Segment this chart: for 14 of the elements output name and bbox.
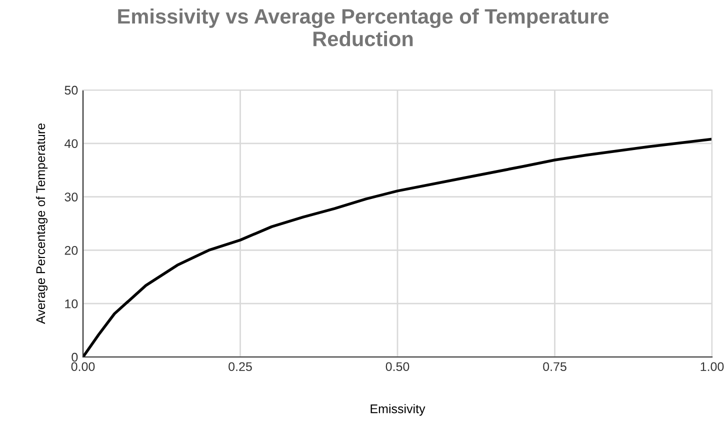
chart-title: Emissivity vs Average Percentage of Temperature Reduction <box>118 8 609 46</box>
y-tick-label: 0 <box>72 352 78 362</box>
x-tick-label: 0.50 <box>386 362 410 372</box>
y-tick-label: 30 <box>64 192 78 202</box>
y-axis-title: Average Percentage of Temperature <box>36 124 48 324</box>
x-tick-label: 0.25 <box>228 362 252 372</box>
x-tick-label: 0.00 <box>71 362 95 372</box>
y-tick-label: 40 <box>64 139 78 148</box>
y-tick-label: 50 <box>64 86 78 95</box>
x-tick-label: 1.00 <box>700 362 724 372</box>
x-axis-title: Emissivity <box>370 404 426 416</box>
y-tick-label: 20 <box>64 246 78 255</box>
y-tick-label: 10 <box>65 299 78 308</box>
x-tick-label: 0.75 <box>543 362 566 372</box>
